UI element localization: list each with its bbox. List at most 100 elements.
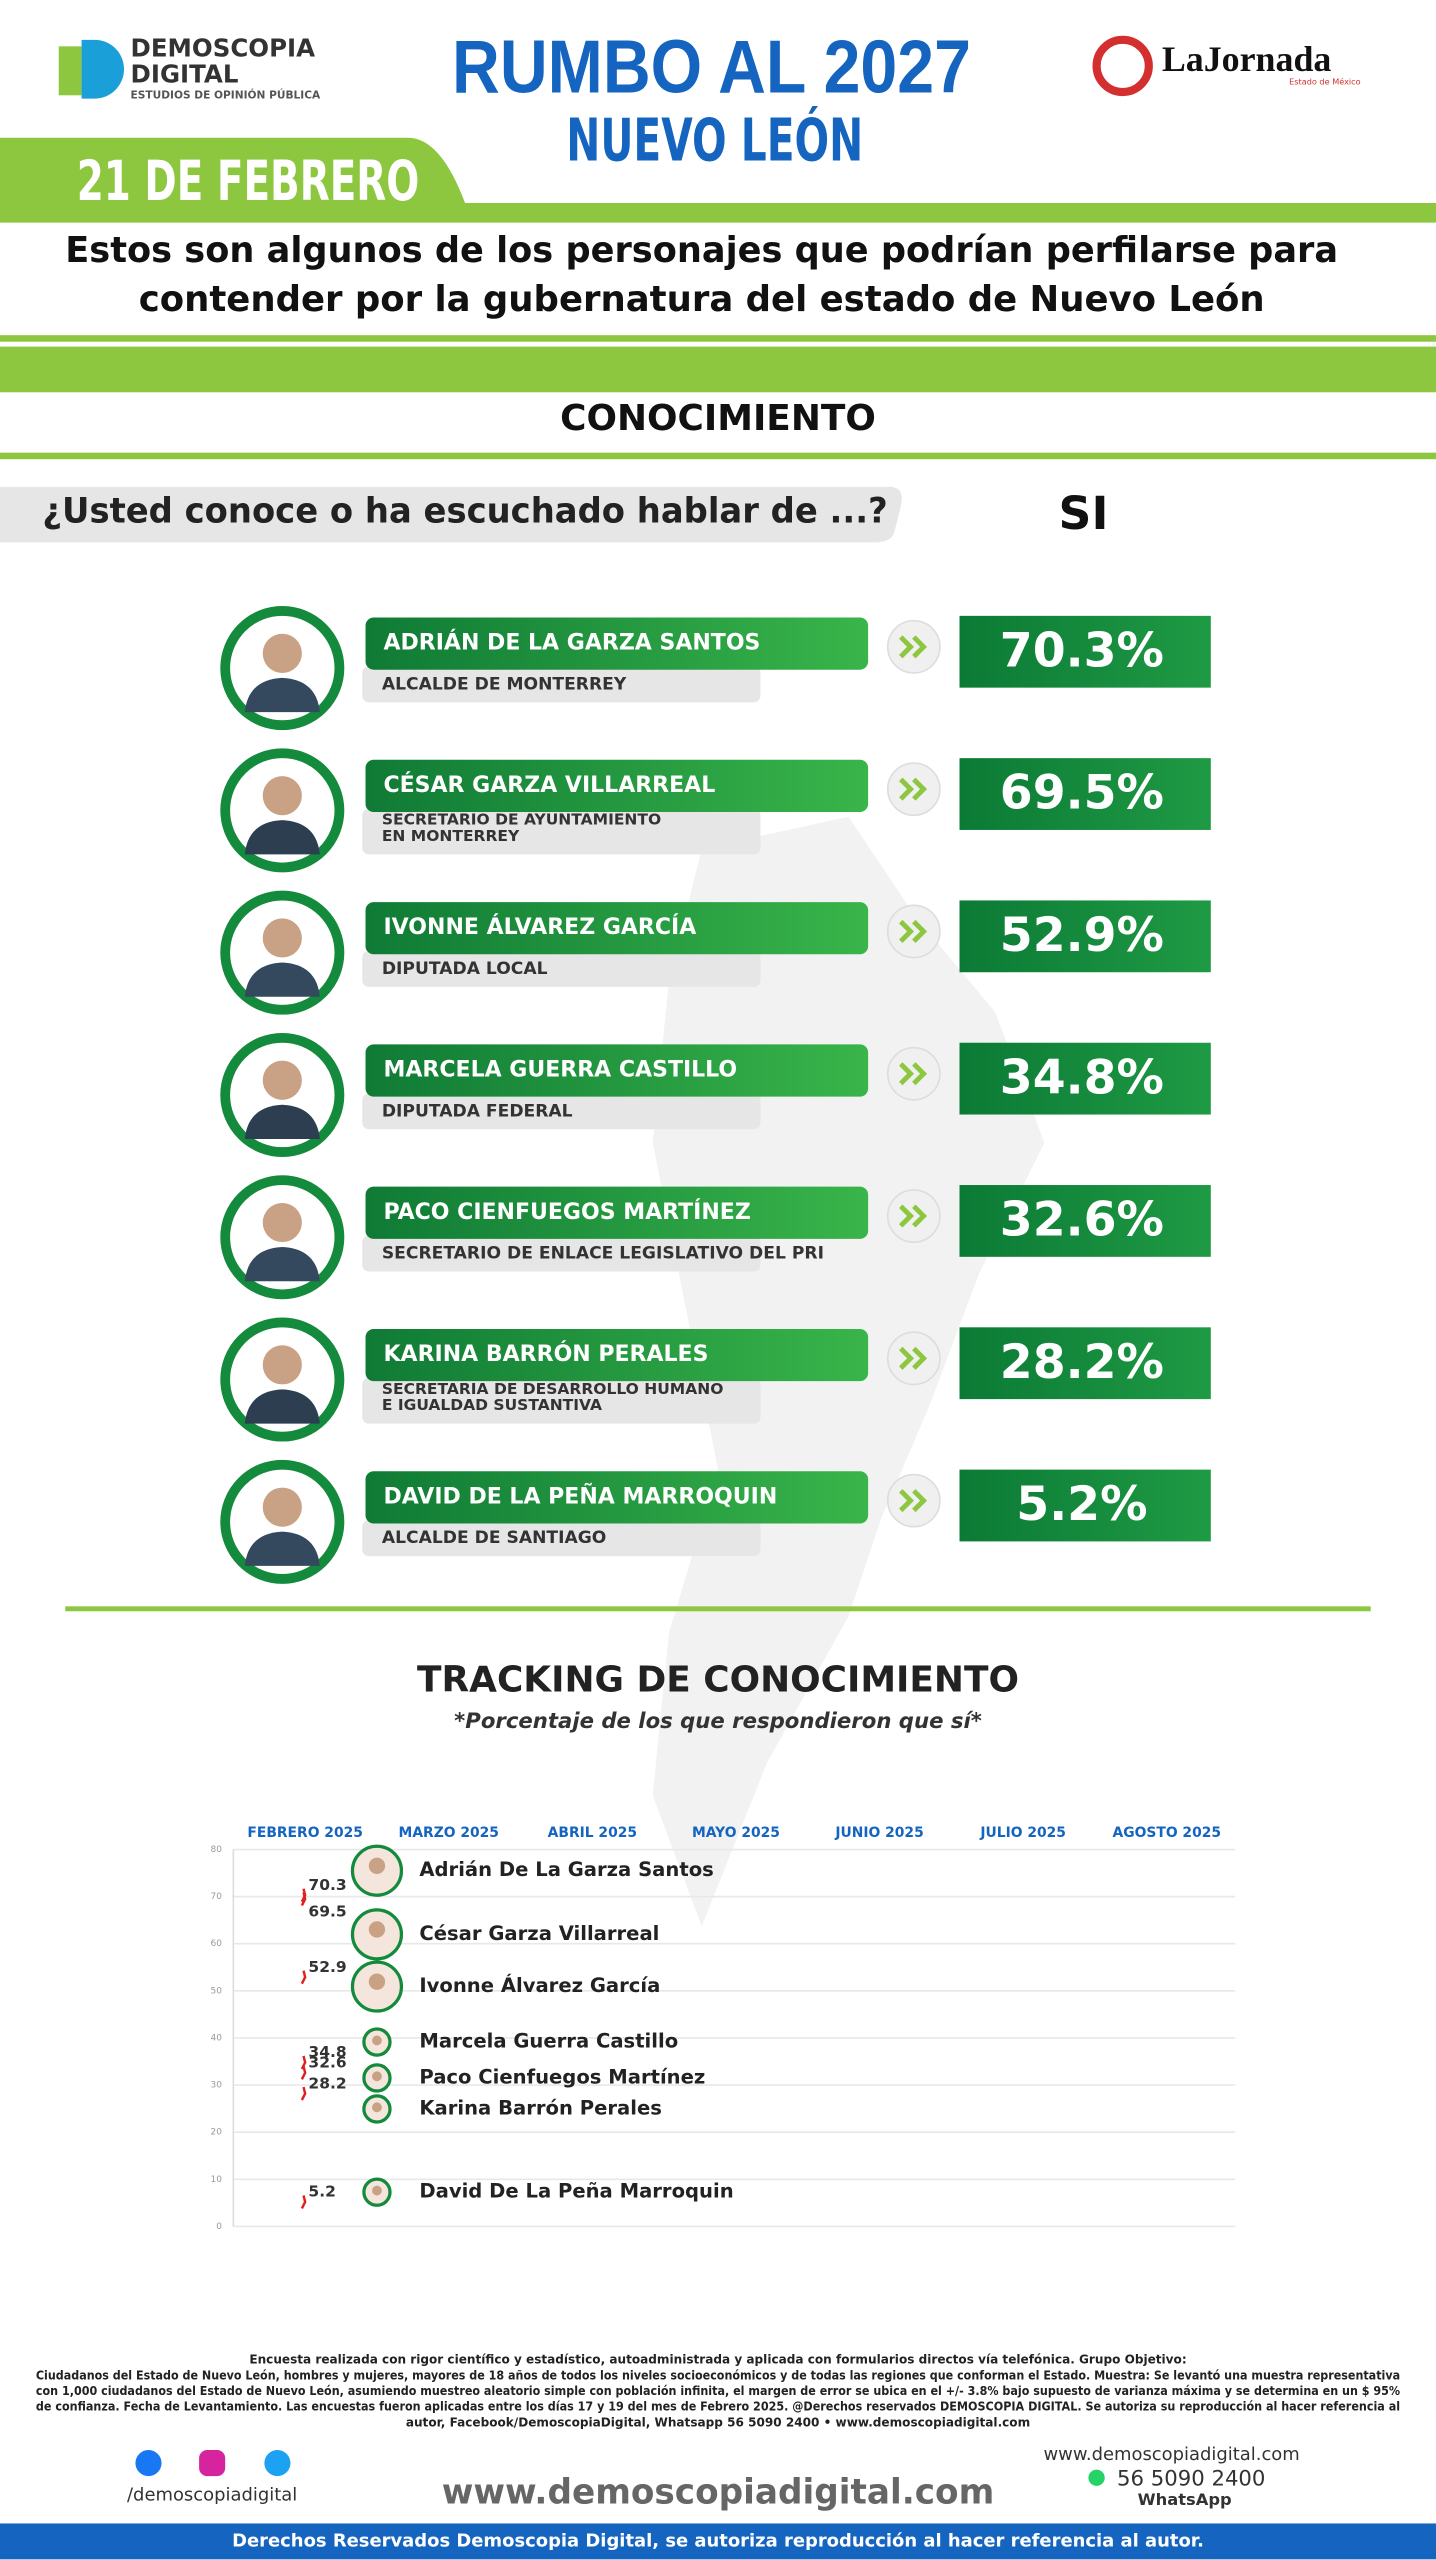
chevron bbox=[899, 635, 928, 659]
question: ¿Usted conoce o ha escuchado hablar de .… bbox=[42, 492, 887, 532]
phone-label: WhatsApp bbox=[1138, 2490, 1232, 2509]
candidate-role: ALCALDE DE MONTERREY bbox=[382, 674, 627, 694]
name-bar bbox=[365, 1471, 869, 1524]
question-band bbox=[0, 486, 902, 543]
twitter-icon[interactable] bbox=[264, 2450, 291, 2477]
y-tick-label: 60 bbox=[211, 1939, 223, 1949]
percent: 34.8% bbox=[1000, 1050, 1164, 1105]
title: RUMBO AL 2027 bbox=[452, 24, 971, 108]
chevron bbox=[899, 1489, 928, 1513]
photo-body bbox=[244, 962, 320, 997]
percent: 32.6% bbox=[1000, 1193, 1164, 1248]
role-box bbox=[362, 1520, 761, 1557]
x-tick-label: JULIO 2025 bbox=[979, 1825, 1066, 1841]
data-label: 69.5 bbox=[308, 1903, 346, 1921]
legend-label: David De La Peña Marroquin bbox=[419, 2180, 733, 2203]
photo-head bbox=[262, 1060, 302, 1100]
legend-label: Paco Cienfuegos Martínez bbox=[419, 2065, 705, 2088]
methodology: con 1,000 ciudadanos del Estado de Nuevo… bbox=[36, 2384, 1400, 2398]
name-bar bbox=[365, 902, 869, 955]
legend-head bbox=[368, 1973, 386, 1990]
chevron bbox=[899, 919, 928, 943]
point bbox=[300, 2086, 307, 2101]
legend-head bbox=[368, 1857, 386, 1874]
answer-column: SI bbox=[1059, 487, 1109, 540]
photo-body bbox=[244, 1247, 320, 1282]
photo-head bbox=[262, 1487, 302, 1527]
photo-body bbox=[244, 677, 320, 713]
data-label: 34.8 bbox=[308, 2043, 346, 2061]
x-tick-label: MAYO 2025 bbox=[692, 1825, 780, 1841]
name-bar bbox=[365, 1186, 869, 1239]
y-tick-label: 0 bbox=[216, 2222, 222, 2232]
y-tick-label: 30 bbox=[211, 2081, 223, 2091]
photo-head bbox=[262, 776, 302, 816]
percent-box bbox=[959, 900, 1211, 973]
x-tick-label: AGOSTO 2025 bbox=[1113, 1825, 1222, 1841]
photo-body bbox=[244, 1104, 320, 1140]
point bbox=[300, 2066, 307, 2080]
name-bar bbox=[365, 759, 869, 812]
legend-label: Marcela Guerra Castillo bbox=[419, 2030, 678, 2053]
data-label: 70.3 bbox=[308, 1876, 346, 1894]
y-tick-label: 10 bbox=[211, 2175, 223, 2185]
role-box bbox=[362, 666, 761, 703]
partner-icon bbox=[1092, 35, 1153, 97]
percent: 70.3% bbox=[1000, 623, 1164, 678]
data-label: 52.9 bbox=[308, 1958, 346, 1976]
candidate-name: KARINA BARRÓN PERALES bbox=[383, 1341, 708, 1367]
date: 21 DE FEBRERO bbox=[77, 150, 420, 214]
photo-body bbox=[244, 820, 320, 855]
candidate-name: PACO CIENFUEGOS MARTÍNEZ bbox=[383, 1199, 750, 1225]
photo-head bbox=[262, 918, 302, 958]
chevron bbox=[899, 1346, 928, 1370]
y-tick-label: 80 bbox=[211, 1845, 223, 1855]
data-label: 5.2 bbox=[308, 2183, 335, 2201]
chart-subtitle: *Porcentaje de los que respondieron que … bbox=[454, 1709, 982, 1734]
candidate-role: EN MONTERREY bbox=[382, 827, 520, 845]
candidate-name: MARCELA GUERRA CASTILLO bbox=[383, 1057, 737, 1082]
rights: Derechos Reservados Demoscopia Digital, … bbox=[232, 2530, 1204, 2551]
point bbox=[300, 1892, 307, 1907]
methodology: Encuesta realizada con rigor científico … bbox=[249, 2353, 1186, 2367]
candidate-role: E IGUALDAD SUSTANTIVA bbox=[382, 1396, 602, 1414]
photo-head bbox=[262, 633, 302, 673]
data-label: 32.6 bbox=[308, 2054, 346, 2072]
candidate-name: IVONNE ÁLVAREZ GARCÍA bbox=[383, 914, 696, 940]
y-tick-label: 20 bbox=[211, 2128, 223, 2138]
role-box bbox=[362, 808, 761, 855]
intro: contender por la gubernatura del estado … bbox=[139, 279, 1265, 320]
photo-head bbox=[262, 1345, 302, 1385]
chevron bbox=[899, 1204, 928, 1228]
legend-label: Karina Barrón Perales bbox=[419, 2096, 661, 2119]
point bbox=[300, 1970, 307, 1985]
logo-icon bbox=[81, 39, 125, 99]
methodology: de confianza. Fecha de Levantamiento. La… bbox=[36, 2400, 1400, 2414]
x-tick-label: MARZO 2025 bbox=[399, 1825, 499, 1841]
candidate-name: CÉSAR GARZA VILLARREAL bbox=[383, 772, 715, 798]
candidate-role: DIPUTADA LOCAL bbox=[382, 959, 548, 979]
legend-head bbox=[372, 2185, 382, 2196]
intro: Estos son algunos de los personajes que … bbox=[65, 230, 1338, 271]
percent: 5.2% bbox=[1016, 1477, 1147, 1532]
photo-head bbox=[262, 1202, 302, 1243]
x-tick-label: JUNIO 2025 bbox=[834, 1825, 923, 1841]
website-small: www.demoscopiadigital.com bbox=[1044, 2444, 1300, 2465]
percent-box bbox=[959, 615, 1211, 688]
legend-label: Ivonne Álvarez García bbox=[419, 1974, 660, 1997]
candidate-role: ALCALDE DE SANTIAGO bbox=[382, 1528, 607, 1548]
website: www.demoscopiadigital.com bbox=[442, 2473, 995, 2513]
percent-box bbox=[959, 1327, 1211, 1400]
instagram-icon[interactable] bbox=[199, 2450, 226, 2477]
candidate-name: DAVID DE LA PEÑA MARROQUIN bbox=[383, 1483, 777, 1509]
facebook-icon[interactable] bbox=[135, 2450, 162, 2477]
rights-band bbox=[0, 2523, 1436, 2560]
brand: DIGITAL bbox=[131, 60, 239, 89]
name-bar bbox=[365, 1044, 869, 1097]
data-label: 28.2 bbox=[308, 2074, 346, 2092]
legend-label: César Garza Villarreal bbox=[419, 1922, 659, 1945]
percent-box bbox=[959, 1042, 1211, 1115]
subtitle: NUEVO LEÓN bbox=[566, 105, 863, 174]
divider bbox=[0, 346, 1436, 393]
